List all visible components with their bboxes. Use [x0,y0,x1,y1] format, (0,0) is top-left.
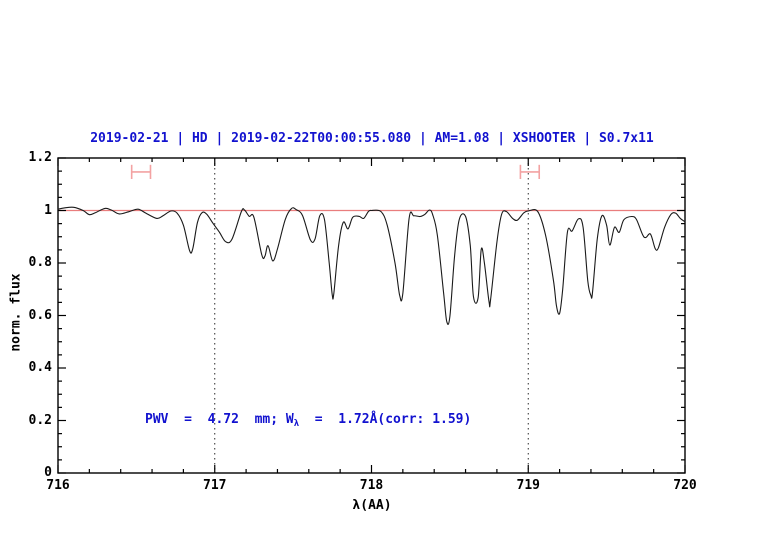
pwv-annotation-part2: = 1.72Å(corr: 1.59) [299,412,472,427]
pwv-annotation-part1: PWV = 4.72 mm; W [145,412,294,427]
y-tick-label-1.2: 1.2 [28,150,52,165]
x-tick-label-717: 717 [203,478,227,493]
range-marker-1 [130,164,152,179]
y-tick-label-0.2: 0.2 [28,412,52,428]
y-tick-label-0: 0 [44,465,52,480]
plot-title: 2019-02-21 | HD | 2019-02-22T00:00:55.08… [90,131,654,146]
y-tick-label-0.6: 0.6 [28,307,52,323]
y-tick-label-0.8: 0.8 [28,255,52,270]
x-tick-label-720: 720 [673,478,697,493]
x-tick-label-716: 716 [46,478,70,493]
range-marker-2 [519,164,541,179]
spectrum-curve [57,206,686,325]
lambda-subscript: λ [293,419,300,429]
x-tick-label-719: 719 [516,478,540,493]
y-tick-label-1: 1 [44,202,52,218]
pwv-annotation: PWV = 4.72 mm; Wλ = 1.72Å(corr: 1.59) [145,412,471,429]
x-tick-label-718: 718 [359,478,384,493]
y-tick-label-0.4: 0.4 [28,360,52,375]
x-axis-label: λ(AA) [352,498,392,513]
